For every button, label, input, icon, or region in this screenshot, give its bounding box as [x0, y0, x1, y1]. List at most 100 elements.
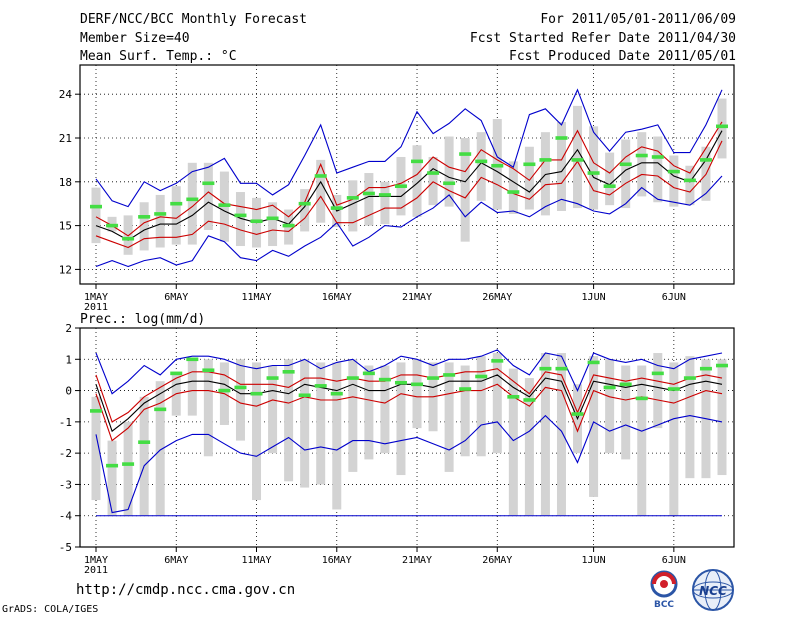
precip-xtick-label: 6MAY	[164, 555, 188, 566]
precip-spread-box	[203, 359, 213, 457]
precip-observed-mark	[282, 370, 295, 374]
precip-observed-mark	[378, 377, 391, 382]
temp-observed-mark	[394, 184, 407, 188]
precip-ytick-label: -3	[59, 478, 72, 491]
temp-spread-box	[540, 132, 550, 216]
temp-frame	[79, 64, 735, 285]
temp-observed-mark	[523, 162, 536, 167]
precip-spread-box	[268, 365, 278, 454]
precip-spread-box	[524, 378, 534, 516]
temp-spread-box	[573, 105, 583, 209]
temp-observed-mark	[282, 223, 295, 228]
temp-observed-mark	[699, 158, 712, 162]
precip-spread-box	[396, 362, 406, 476]
temp-observed-mark	[378, 193, 391, 197]
temp-observed-mark	[539, 158, 552, 162]
precip-max-line	[95, 349, 723, 395]
temp-observed-mark	[250, 219, 263, 224]
temp-spread-box	[589, 126, 599, 210]
forecast-period: For 2011/05/01-2011/06/09	[540, 12, 736, 27]
temp-observed-mark	[122, 236, 135, 241]
bcc-logo-text: BCC	[654, 600, 674, 610]
precip-spread-box	[91, 396, 101, 501]
precip-xtick-label: 6JUN	[662, 555, 686, 566]
temp-spread-box	[685, 165, 695, 206]
variable-label: Mean Surf. Temp.: °C	[80, 49, 237, 64]
precip-spread-box	[123, 421, 133, 516]
temp-ytick-label: 12	[59, 263, 72, 276]
temp-spread-box	[476, 132, 486, 201]
temp-spread-box	[316, 159, 326, 223]
temp-observed-mark	[298, 201, 311, 206]
temp-p25-line	[95, 140, 723, 249]
precip-observed-mark	[122, 462, 135, 466]
temp-ytick-label: 15	[59, 220, 72, 233]
chart-title: DERF/NCC/BCC Monthly Forecast	[80, 12, 307, 27]
precip-ytick-label: -5	[59, 541, 72, 554]
fcst-started-date: Fcst Started Refer Date 2011/04/30	[469, 31, 736, 46]
grads-credit: GrADS: COLA/IGES	[2, 604, 99, 615]
fcst-produced-date: Fcst Produced Date 2011/05/01	[509, 49, 736, 64]
temp-spread-box	[139, 202, 149, 251]
precip-spread-box	[460, 365, 470, 457]
temp-observed-mark	[555, 136, 568, 140]
precip-spread-box	[107, 440, 117, 516]
precip-spread-box	[332, 362, 342, 510]
temp-observed-mark	[683, 178, 696, 183]
temp-spread-box	[669, 155, 679, 207]
precip-spread-box	[589, 356, 599, 497]
temp-spread-box	[268, 202, 278, 247]
precip-observed-mark	[138, 440, 151, 444]
temp-spread-box	[300, 189, 310, 232]
precip-spread-box	[476, 356, 486, 457]
temp-observed-mark	[651, 155, 664, 159]
temp-spread-box	[187, 162, 197, 245]
temp-observed-mark	[330, 206, 343, 210]
temp-spread-box	[235, 192, 245, 247]
precip-spread-box	[348, 359, 358, 472]
precip-mean-line	[95, 374, 723, 433]
temp-observed-mark	[716, 124, 728, 129]
temp-spread-box	[155, 194, 165, 248]
precip-observed-mark	[475, 374, 488, 379]
precip-spread-box	[685, 356, 695, 479]
precip-observed-mark	[362, 371, 375, 376]
precip-ytick-label: 1	[65, 353, 72, 366]
temp-observed-mark	[202, 181, 215, 186]
temp-xtick-label: 26MAY	[482, 292, 512, 303]
precip-observed-mark	[459, 387, 472, 391]
member-size-label: Member Size=40	[80, 31, 190, 46]
temp-ytick-label: 24	[59, 88, 73, 101]
precip-observed-mark	[507, 395, 520, 399]
precip-p25-line	[95, 383, 723, 442]
precip-observed-mark	[90, 409, 102, 413]
precip-spread-box	[653, 353, 663, 429]
source-url[interactable]: http://cmdp.ncc.cma.gov.cn	[76, 582, 296, 598]
temp-min-line	[95, 88, 723, 208]
precip-spread-box	[139, 396, 149, 516]
temp-spread-box	[621, 139, 631, 209]
precip-xtick-label: 16MAY	[322, 555, 352, 566]
temp-xtick-label: 21MAY	[402, 292, 432, 303]
precip-spread-box	[187, 359, 197, 416]
bcc-logo: BCC	[650, 570, 678, 610]
temp-observed-mark	[619, 162, 632, 167]
temp-spread-box	[380, 181, 390, 225]
temp-spread-box	[444, 136, 454, 207]
temp-observed-mark	[603, 184, 616, 188]
precip-spread-box	[380, 365, 390, 454]
precip-spread-box	[444, 362, 454, 472]
precip-observed-mark	[250, 391, 263, 396]
precip-observed-mark	[330, 391, 343, 396]
precip-observed-mark	[667, 387, 680, 391]
temp-observed-mark	[587, 171, 600, 175]
precip-spread-box	[540, 353, 550, 516]
precip-spread-box	[669, 362, 679, 516]
precip-observed-mark	[186, 357, 199, 362]
temp-xtick-label: 11MAY	[241, 292, 271, 303]
temp-observed-mark	[90, 204, 102, 209]
precip-observed-mark	[443, 373, 456, 377]
temp-spread-box	[717, 98, 727, 159]
precip-observed-mark	[202, 368, 215, 373]
